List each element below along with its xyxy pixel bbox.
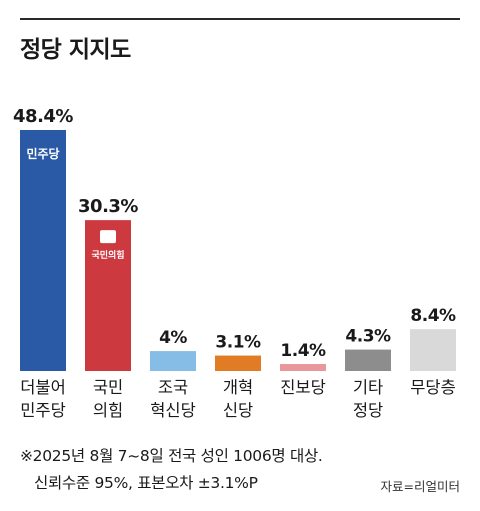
bar-1	[85, 220, 131, 371]
bar-5	[345, 349, 391, 371]
value-label-5: 4.3%	[345, 327, 391, 347]
value-label-4: 1.4%	[280, 341, 326, 361]
category-label-1-0: 국민	[93, 378, 123, 397]
value-label-6: 8.4%	[410, 306, 456, 326]
bar-0	[20, 130, 66, 371]
people-power-party-logo: 국민의힘	[91, 249, 124, 261]
ppp-logo-shape-icon	[100, 230, 116, 244]
category-label-1-1: 의힘	[93, 401, 123, 420]
value-label-0: 48.4%	[13, 106, 73, 127]
value-label-3: 3.1%	[215, 333, 261, 353]
category-label-2-1: 혁신당	[150, 401, 196, 420]
category-label-5-1: 정당	[353, 401, 383, 420]
footnote-line-1: ※2025년 8월 7~8일 전국 성인 1006명 대상.	[20, 447, 323, 465]
category-label-3-0: 개혁	[223, 378, 253, 397]
footnote-line-2: 신뢰수준 95%, 표본오차 ±3.1%P	[34, 474, 258, 492]
chart-title: 정당 지지도	[20, 37, 131, 63]
bar-2	[150, 351, 196, 371]
bar-3	[215, 355, 261, 371]
category-label-3-1: 신당	[223, 401, 253, 420]
category-label-0-1: 민주당	[20, 401, 66, 420]
category-label-6-0: 무당층	[410, 378, 456, 397]
bar-6	[410, 329, 456, 371]
category-label-2-0: 조국	[158, 378, 188, 397]
democratic-party-logo: 민주당	[26, 146, 59, 161]
category-label-5-0: 기타	[353, 378, 383, 397]
category-label-0-0: 더불어	[20, 378, 66, 397]
category-label-4-0: 진보당	[280, 378, 326, 397]
value-label-2: 4%	[159, 328, 187, 348]
source-label: 자료=리얼미터	[380, 479, 460, 494]
top-rule	[20, 18, 460, 20]
bar-chart: 48.4%더불어민주당30.3%국민의힘4%조국혁신당3.1%개혁신당1.4%진…	[13, 106, 457, 420]
bar-4	[280, 364, 326, 371]
value-label-1: 30.3%	[78, 196, 138, 217]
